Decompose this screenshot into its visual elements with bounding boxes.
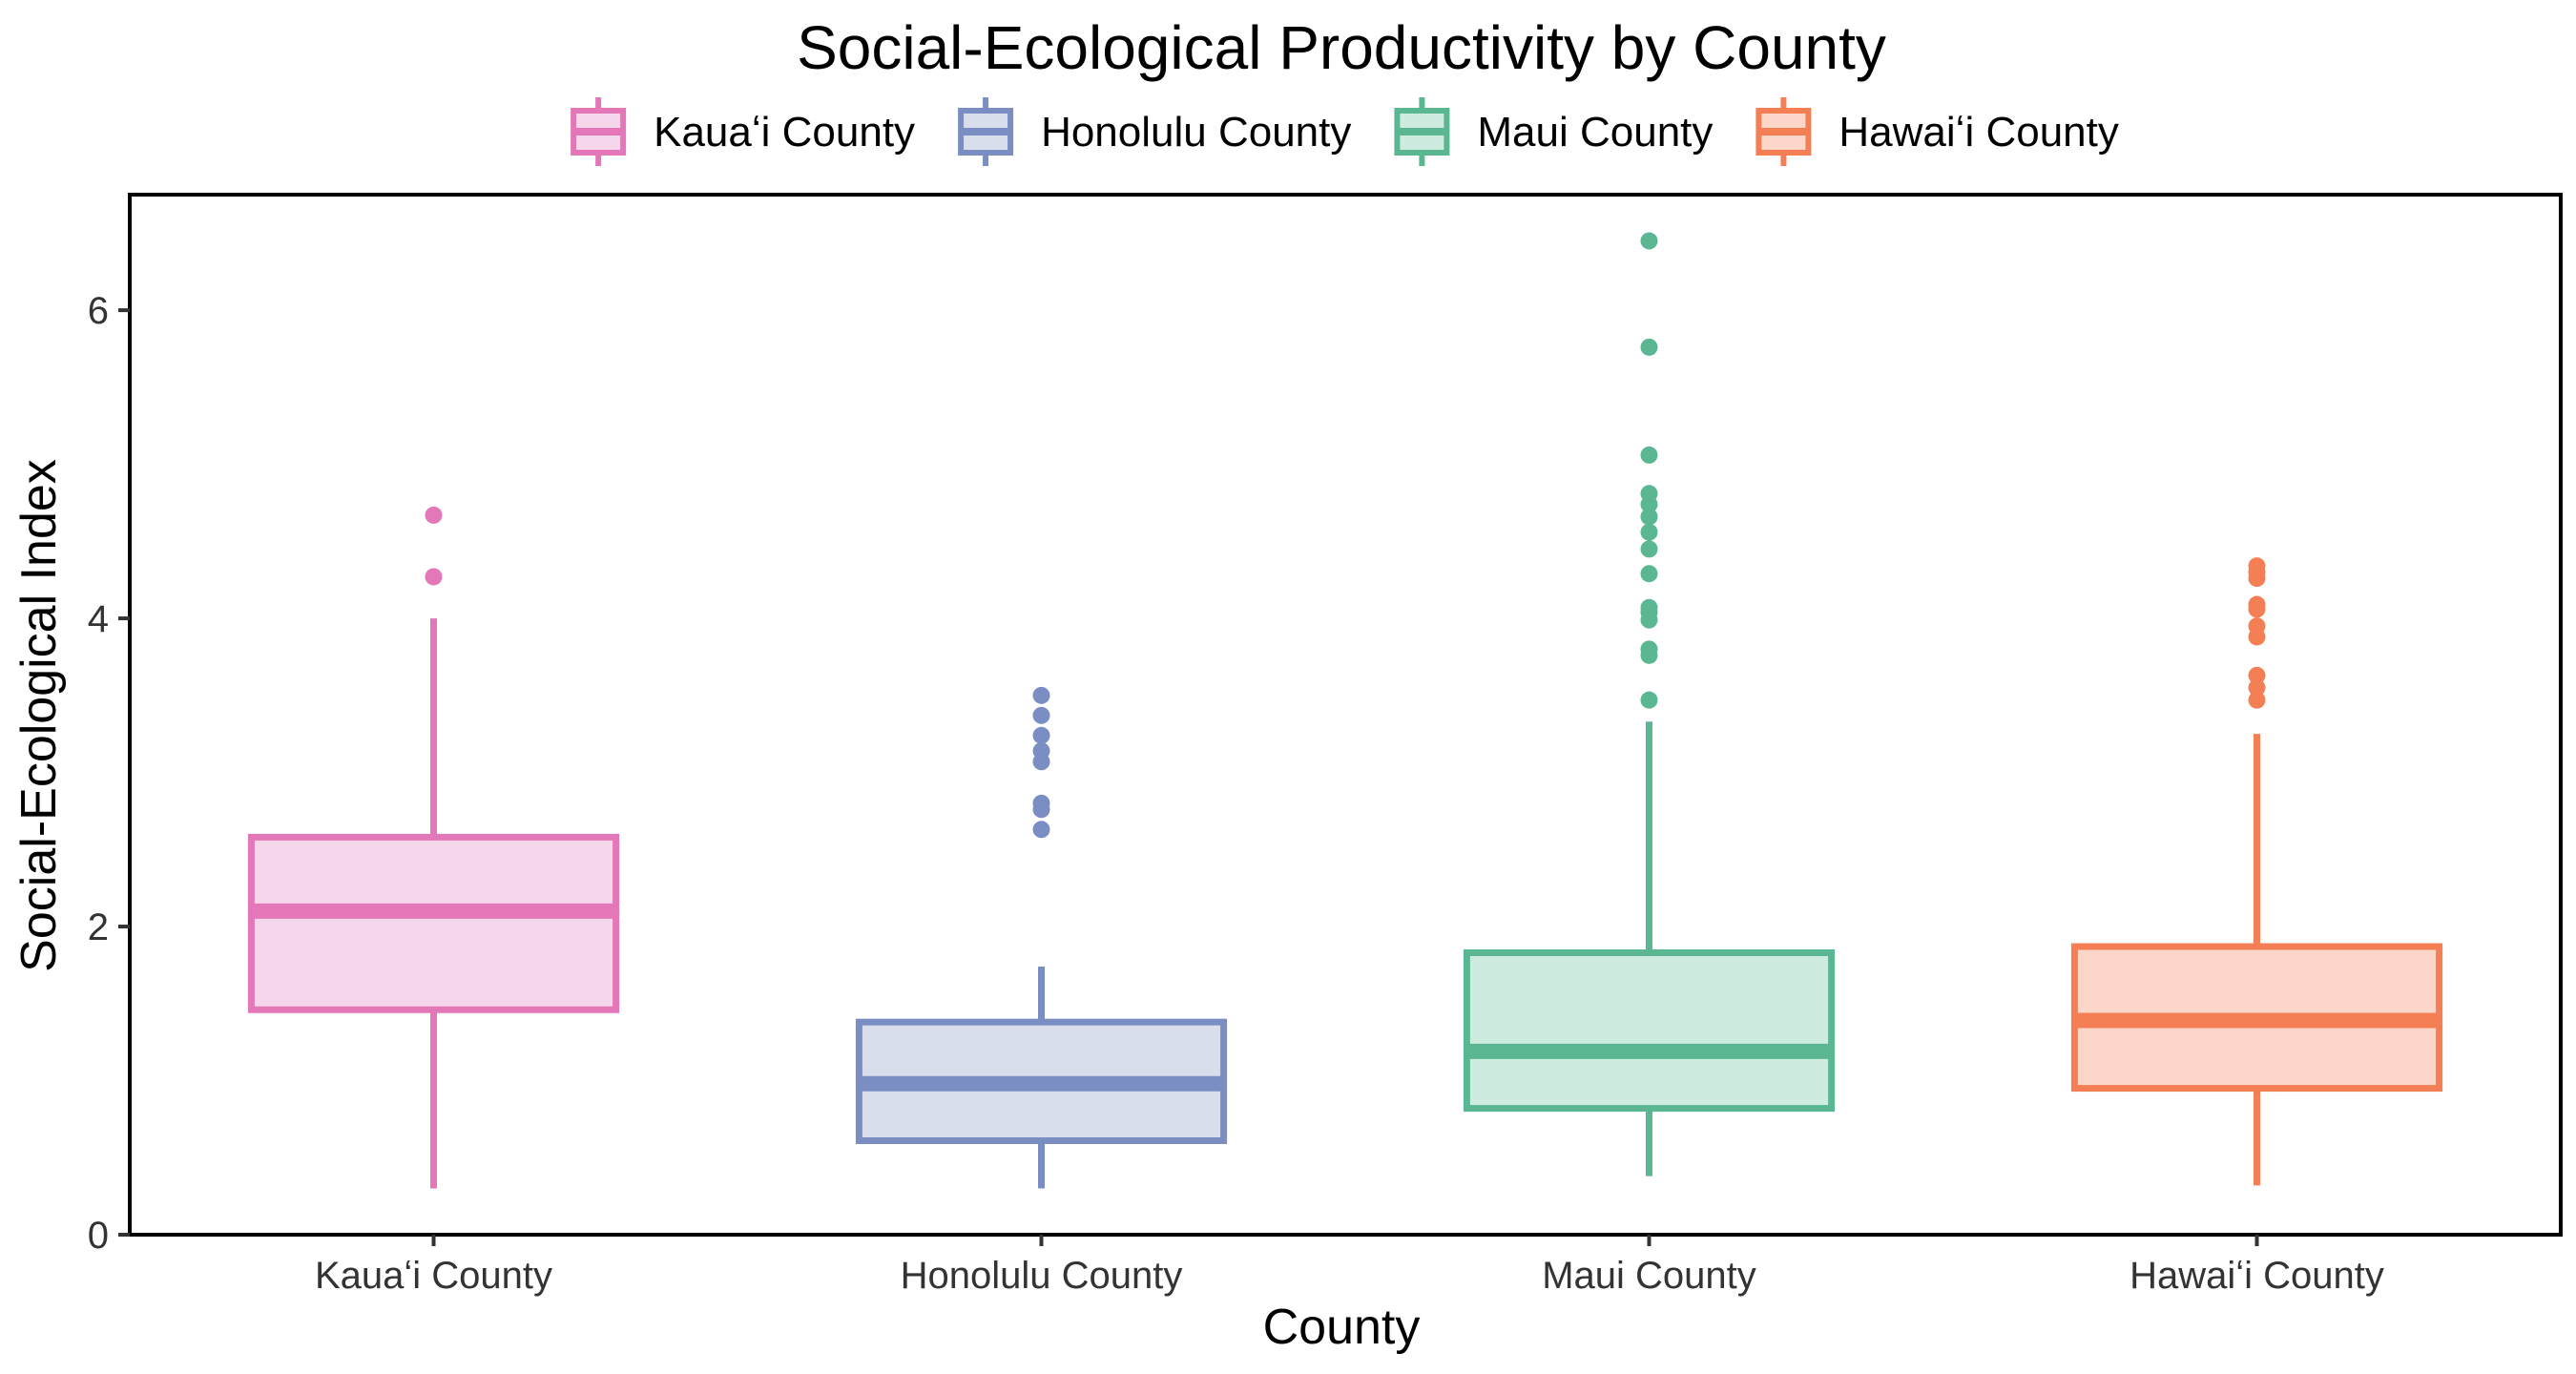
outlier-point — [2248, 557, 2266, 575]
x-tick-label: Kauaʻi County — [315, 1255, 552, 1297]
legend-item: Maui County — [1394, 97, 1713, 166]
outlier-point — [1032, 794, 1050, 812]
legend-label: Honolulu County — [1041, 109, 1351, 156]
outlier-point — [2248, 595, 2266, 614]
outlier-point — [1640, 691, 1658, 709]
y-axis-title: Social-Ecological Index — [11, 459, 67, 972]
x-tick-label: Honolulu County — [901, 1255, 1183, 1297]
legend-label: Hawaiʻi County — [1839, 109, 2118, 156]
box-2 — [855, 686, 1228, 1189]
y-tick-label: 2 — [88, 906, 109, 948]
legend-key — [1755, 97, 1812, 166]
legend-key — [571, 97, 627, 166]
box-iqr — [247, 833, 620, 1013]
chart-title: Social-Ecological Productivity by County — [797, 13, 1886, 82]
box-iqr — [1463, 948, 1836, 1113]
outlier-point — [1640, 523, 1658, 541]
outlier-point — [1640, 232, 1658, 250]
box-4 — [2070, 557, 2443, 1186]
legend-key — [1394, 97, 1450, 166]
outlier-point — [1640, 446, 1658, 464]
outlier-point — [1640, 338, 1658, 356]
outlier-point — [2248, 617, 2266, 635]
legend-item: Honolulu County — [958, 97, 1351, 166]
x-tick-label: Hawaiʻi County — [2129, 1255, 2384, 1297]
x-axis-title: County — [1263, 1300, 1421, 1355]
outlier-point — [1640, 640, 1658, 658]
outlier-point — [1032, 686, 1050, 704]
legend-key — [958, 97, 1014, 166]
outlier-point — [1032, 821, 1050, 839]
y-tick-label: 6 — [88, 290, 109, 332]
outlier-point — [1640, 540, 1658, 558]
outlier-point — [2248, 678, 2266, 697]
outlier-point — [1032, 706, 1050, 724]
x-tick-label: Maui County — [1542, 1255, 1756, 1297]
outlier-point — [1032, 726, 1050, 744]
outlier-point — [1640, 485, 1658, 503]
plot-area — [128, 193, 2563, 1237]
outlier-point — [1032, 741, 1050, 760]
box-3 — [1463, 232, 1836, 1176]
outlier-point — [425, 568, 443, 586]
legend-label: Kauaʻi County — [654, 109, 915, 156]
outlier-point — [1640, 508, 1658, 526]
legend-label: Maui County — [1477, 109, 1713, 156]
outlier-point — [2248, 691, 2266, 709]
outlier-point — [1640, 598, 1658, 616]
plot-border — [128, 193, 2563, 1237]
y-axis: 0 2 4 6 — [88, 290, 130, 1257]
y-tick-label: 0 — [88, 1215, 109, 1257]
y-tick-label: 4 — [88, 598, 109, 640]
outlier-point — [2248, 666, 2266, 684]
legend-item: Kauaʻi County — [571, 97, 915, 166]
legend-item: Hawaiʻi County — [1755, 97, 2119, 166]
outlier-point — [425, 506, 443, 524]
box-1 — [247, 506, 620, 1189]
x-axis: Kauaʻi County Honolulu County Maui County H… — [315, 1235, 2384, 1297]
outlier-point — [1640, 565, 1658, 583]
legend: Kauaʻi County Honolulu County Maui County H… — [571, 97, 2119, 166]
